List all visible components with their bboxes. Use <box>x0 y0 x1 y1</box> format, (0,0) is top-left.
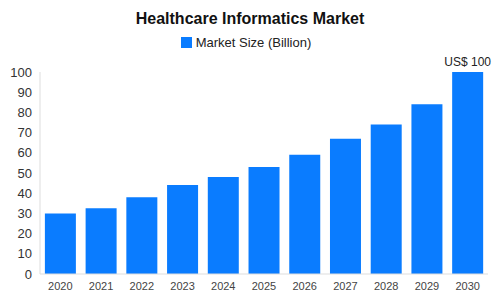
svg-text:70: 70 <box>18 125 32 140</box>
svg-text:60: 60 <box>18 145 32 160</box>
svg-text:100: 100 <box>10 65 32 80</box>
svg-text:50: 50 <box>18 166 32 181</box>
html-text:Healthcare Informatics Market: Healthcare Informatics Market <box>135 10 365 27</box>
svg-text:0: 0 <box>25 267 32 282</box>
svg-text:90: 90 <box>18 85 32 100</box>
svg-text:80: 80 <box>18 105 32 120</box>
svg-text:2020: 2020 <box>48 280 72 292</box>
svg-text:20: 20 <box>18 226 32 241</box>
svg-text:2022: 2022 <box>130 280 154 292</box>
svg-text:30: 30 <box>18 206 32 221</box>
svg-text:40: 40 <box>18 186 32 201</box>
svg-text:2029: 2029 <box>415 280 439 292</box>
svg-text:2021: 2021 <box>89 280 113 292</box>
html-text:Market Size (Billion): Market Size (Billion) <box>195 34 312 50</box>
svg-text:2025: 2025 <box>252 280 276 292</box>
svg-text:2030: 2030 <box>455 280 479 292</box>
svg-text:2027: 2027 <box>333 280 357 292</box>
svg-text:2024: 2024 <box>211 280 235 292</box>
svg-text:US$ 100: US$ 100 <box>444 55 491 69</box>
svg-text:2028: 2028 <box>374 280 398 292</box>
svg-text:2023: 2023 <box>170 280 194 292</box>
svg-text:2026: 2026 <box>292 280 316 292</box>
svg-text:10: 10 <box>18 246 32 261</box>
